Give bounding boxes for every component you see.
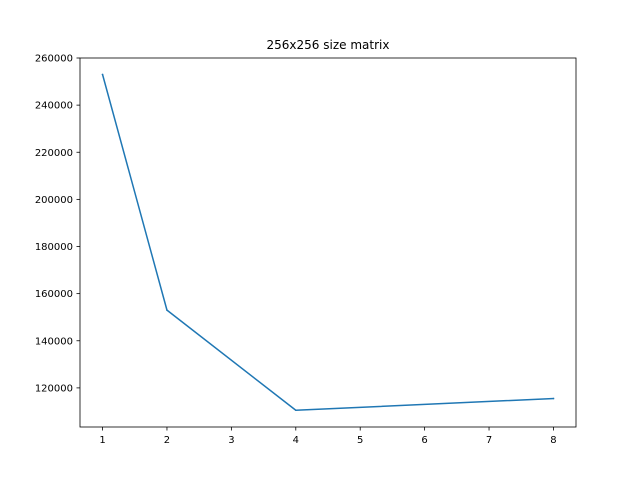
y-tick-label: 160000 — [35, 289, 73, 300]
x-tick-label: 5 — [357, 435, 363, 446]
x-tick-label: 7 — [486, 435, 492, 446]
x-tick-label: 4 — [293, 435, 299, 446]
plot-area: 1 2 3 4 5 6 7 8 120000 140000 160000 180000 200000 22… — [35, 54, 577, 446]
x-tick-label: 1 — [99, 435, 105, 446]
data-point — [101, 73, 104, 76]
series-line — [101, 73, 555, 412]
y-tick-label: 200000 — [35, 195, 73, 206]
y-tick-label: 120000 — [35, 383, 73, 394]
y-tick-label: 140000 — [35, 336, 73, 347]
y-tick-label: 240000 — [35, 101, 73, 112]
x-tick-label: 8 — [550, 435, 556, 446]
data-point — [295, 409, 297, 412]
data-point — [166, 309, 168, 311]
y-tick-label: 260000 — [35, 54, 73, 65]
x-tick-label: 3 — [228, 435, 234, 446]
y-tick-label: 220000 — [35, 148, 73, 159]
axes-frame — [79, 57, 577, 428]
x-tick-label: 2 — [164, 435, 170, 446]
y-tick-label: 180000 — [35, 242, 73, 253]
data-point — [552, 397, 555, 400]
chart-title: 256x256 size matrix — [267, 38, 390, 52]
x-tick-label: 6 — [421, 435, 427, 446]
